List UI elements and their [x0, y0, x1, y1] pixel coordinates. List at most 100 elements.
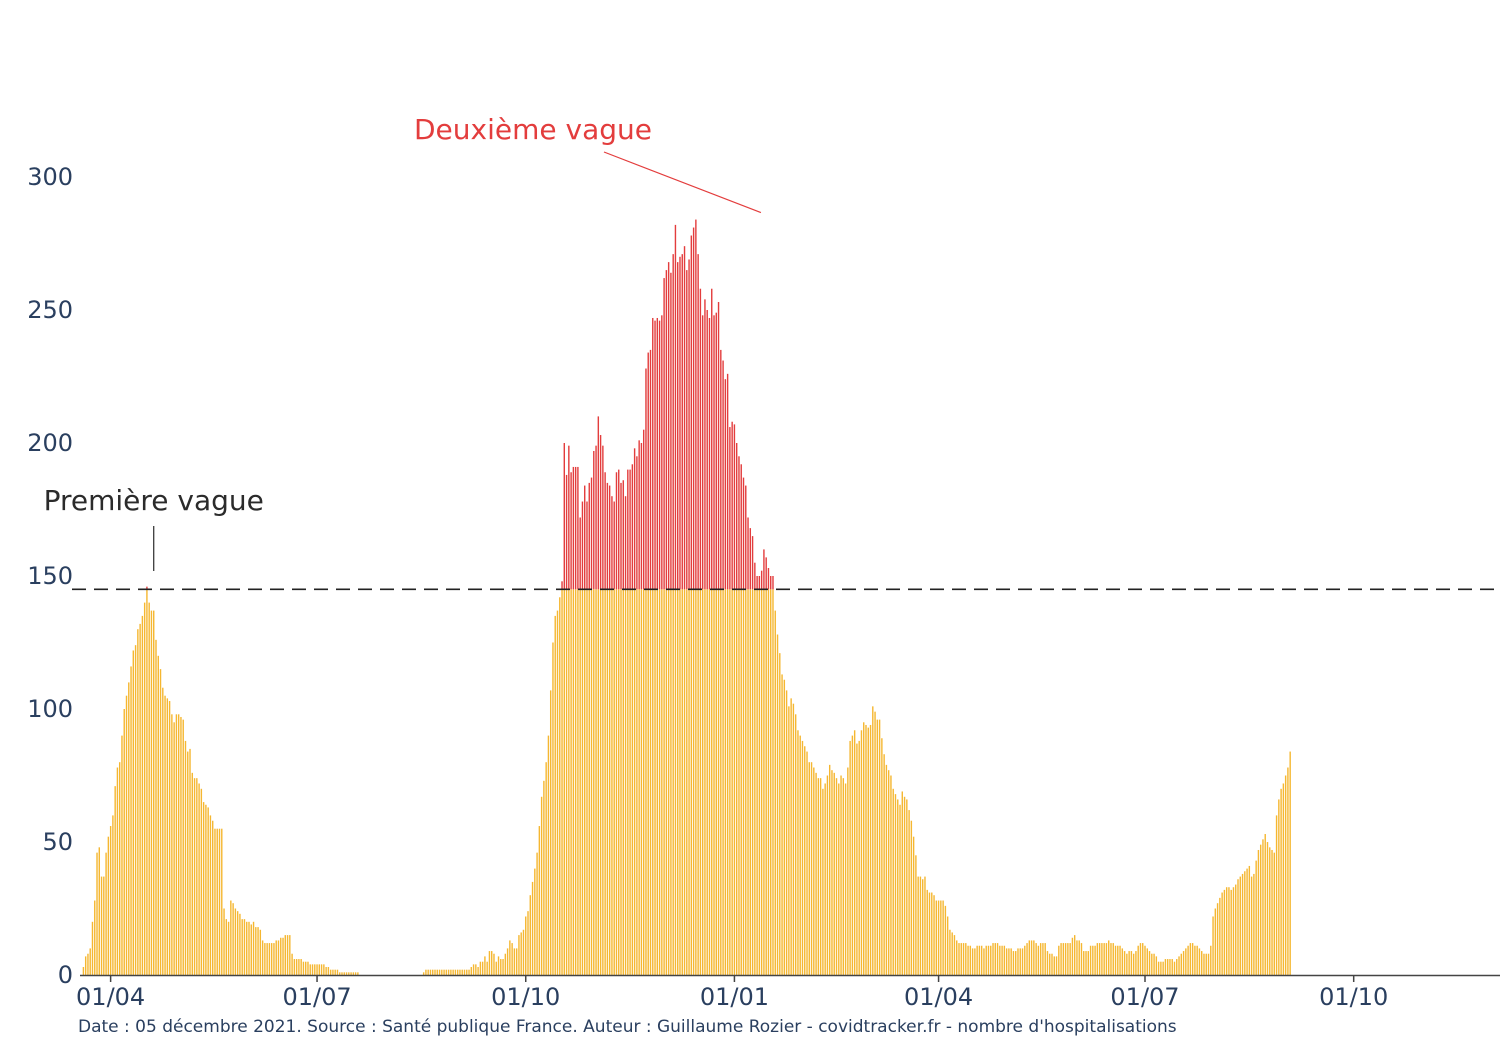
bar: [309, 964, 311, 975]
bar: [1194, 945, 1196, 975]
bar: [937, 900, 940, 975]
bar: [1216, 903, 1219, 975]
bar: [447, 969, 450, 975]
bar-above-threshold: [624, 496, 627, 590]
bar: [96, 852, 98, 975]
bar-above-threshold: [608, 485, 611, 590]
bar: [878, 719, 881, 975]
bar: [1146, 948, 1148, 975]
bar-above-threshold: [681, 254, 683, 590]
bar: [1139, 943, 1142, 975]
bar: [261, 940, 264, 975]
bar: [463, 969, 466, 975]
bar: [114, 786, 116, 975]
bar: [438, 969, 441, 975]
bar: [1266, 842, 1269, 975]
bar-above-threshold: [697, 254, 699, 590]
bar: [631, 589, 634, 975]
bar: [212, 820, 214, 975]
bar: [983, 948, 985, 975]
bar: [604, 589, 606, 975]
bar: [565, 589, 568, 975]
bar: [711, 589, 713, 975]
bar: [82, 967, 85, 975]
bar: [491, 951, 493, 975]
bar: [642, 589, 645, 975]
bar: [1148, 951, 1151, 975]
bar-above-threshold: [568, 445, 570, 590]
bar: [475, 964, 477, 975]
bar: [599, 589, 602, 975]
bar-above-threshold: [726, 373, 729, 590]
bar: [1166, 959, 1169, 975]
bar: [1205, 953, 1207, 975]
bar: [529, 895, 531, 975]
bar-above-threshold: [760, 570, 763, 590]
bar-above-threshold: [758, 576, 761, 590]
bar: [627, 589, 629, 975]
bar: [887, 770, 890, 975]
bar: [506, 948, 509, 975]
y-tick-label: 300: [27, 163, 73, 191]
bar-above-threshold: [658, 320, 661, 590]
bar: [760, 589, 763, 975]
bar: [173, 722, 175, 975]
bar: [618, 589, 620, 975]
bar: [971, 948, 974, 975]
bar: [554, 615, 556, 975]
bar: [1092, 945, 1094, 975]
bar: [1271, 849, 1273, 975]
bar: [1055, 956, 1058, 975]
bar: [658, 589, 661, 975]
bar-above-threshold: [615, 472, 618, 590]
bar: [1060, 943, 1062, 975]
bar-above-threshold: [754, 562, 756, 590]
bar: [799, 735, 801, 975]
bar: [264, 943, 266, 975]
bar: [688, 589, 690, 975]
bar: [969, 945, 972, 975]
bar: [1051, 953, 1053, 975]
bar: [1024, 945, 1026, 975]
bar: [956, 940, 958, 975]
bar-above-threshold: [735, 443, 738, 590]
bar: [207, 807, 209, 975]
bar: [1275, 815, 1278, 975]
bar: [536, 852, 538, 975]
bar: [221, 828, 223, 975]
bar: [1253, 873, 1255, 975]
bar-above-threshold: [611, 496, 613, 590]
bar-above-threshold: [706, 310, 708, 590]
bar-above-threshold: [590, 477, 593, 590]
bar: [1105, 943, 1108, 975]
bar: [1278, 799, 1280, 975]
bar: [883, 754, 885, 975]
bar-above-threshold: [683, 246, 686, 590]
bar: [130, 666, 132, 975]
bar: [851, 735, 854, 975]
bar: [166, 698, 169, 975]
bar: [545, 762, 547, 975]
bar: [597, 589, 600, 975]
bar: [1169, 959, 1171, 975]
bar-above-threshold: [770, 576, 772, 590]
bar-above-threshold: [618, 469, 620, 590]
bar: [953, 935, 956, 975]
bar: [1144, 945, 1146, 975]
bar-above-threshold: [715, 312, 717, 590]
bar: [1132, 953, 1135, 975]
bar: [268, 943, 271, 975]
bar: [856, 743, 858, 975]
bar: [461, 969, 463, 975]
bar: [951, 932, 953, 975]
bar-above-threshold: [772, 576, 774, 590]
bar: [915, 855, 917, 975]
bar: [897, 799, 899, 975]
bar: [187, 751, 189, 975]
bar: [148, 602, 150, 975]
bar: [987, 945, 990, 975]
bar: [1214, 908, 1217, 975]
bar: [1017, 948, 1019, 975]
x-tick-label: 01/10: [491, 983, 560, 1011]
bar: [806, 751, 808, 975]
